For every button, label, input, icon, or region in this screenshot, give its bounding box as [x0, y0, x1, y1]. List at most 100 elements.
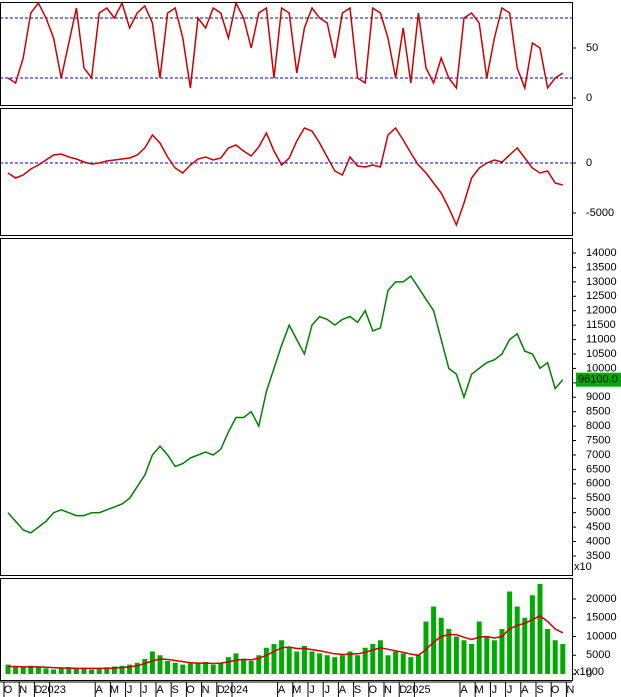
y-tick-label: 0: [586, 92, 592, 104]
y-tick-label: 5000: [586, 507, 610, 519]
y-tick-label: 0: [586, 157, 592, 169]
panel-frame: [0, 2, 573, 106]
volume-bar: [415, 655, 421, 674]
y-tick-label: 12500: [586, 290, 617, 302]
volume-bar: [431, 606, 437, 674]
volume-bar: [35, 666, 41, 674]
volume-bar: [225, 657, 231, 674]
volume-bar: [58, 668, 64, 674]
y-tick-label: 12000: [586, 305, 617, 317]
volume-bar: [476, 621, 482, 674]
y-tick-label: 6500: [586, 463, 610, 475]
volume-bar: [241, 659, 247, 674]
volume-bar: [446, 629, 452, 674]
volume-bar: [499, 629, 505, 674]
panel-frame: [0, 108, 573, 236]
series-line: [7, 126, 563, 228]
volume-bar: [362, 647, 368, 674]
volume-bar: [537, 584, 543, 674]
volume-bar: [180, 664, 186, 674]
x-tick-label: 2025: [406, 684, 430, 696]
volume-bar: [104, 667, 110, 674]
x-tick-label: S: [536, 684, 543, 696]
y-tick-label: -5000: [586, 207, 614, 219]
x-tick-label: D: [34, 684, 42, 696]
x-tick-label: D: [217, 684, 225, 696]
x-tick-label: A: [278, 684, 286, 696]
x-tick-label: 2023: [41, 684, 65, 696]
volume-bar: [385, 655, 391, 674]
y-tick-label: 11000: [586, 333, 616, 345]
x-tick-label: M: [475, 684, 484, 696]
volume-bar: [294, 651, 300, 674]
y-tick-label: 4500: [586, 521, 610, 533]
unit-label: x1000: [574, 666, 604, 678]
x-tick-label: J: [324, 684, 330, 696]
volume-bar: [66, 667, 72, 674]
x-tick-label: O: [4, 684, 13, 696]
last-price-label: 96100.0: [578, 374, 618, 386]
volume-bar: [286, 647, 292, 674]
y-tick-label: 10500: [586, 348, 617, 360]
volume-bar: [5, 664, 11, 674]
volume-bar: [256, 655, 262, 674]
x-tick-label: O: [369, 684, 378, 696]
volume-bar: [195, 662, 201, 674]
x-tick-label: A: [96, 684, 104, 696]
volume-bar: [545, 629, 551, 674]
series-line: [7, 275, 564, 534]
volume-bar: [507, 591, 513, 674]
x-tick-label: N: [566, 684, 574, 696]
y-tick-label: 4000: [586, 535, 610, 547]
volume-bar: [89, 669, 95, 674]
y-tick-label: 6000: [586, 478, 610, 490]
volume-bar: [301, 645, 307, 674]
volume-bar: [408, 657, 414, 674]
y-tick-label: 5000: [586, 649, 610, 661]
volume-bar: [279, 640, 285, 674]
volume-bar: [461, 640, 467, 674]
volume-bar: [165, 660, 171, 674]
y-tick-label: 5500: [586, 492, 610, 504]
y-tick-label: 13000: [586, 276, 617, 288]
x-tick-label: J: [127, 684, 133, 696]
volume-bar: [484, 636, 490, 674]
volume-bar: [347, 651, 353, 674]
volume-bar: [522, 617, 528, 674]
x-tick-label: O: [186, 684, 195, 696]
volume-bar: [271, 644, 277, 674]
volume-bar: [43, 668, 49, 674]
volume-bar: [149, 651, 155, 674]
x-tick-label: J: [507, 684, 513, 696]
volume-bar: [119, 665, 125, 674]
y-tick-label: 11500: [586, 319, 616, 331]
y-tick-label: 10000: [586, 362, 617, 374]
last-price-box: [576, 372, 621, 387]
volume-bar: [20, 667, 26, 674]
volume-bar: [529, 595, 535, 674]
volume-bar: [332, 657, 338, 674]
y-tick-label: 8000: [586, 420, 610, 432]
volume-bar: [248, 660, 254, 674]
volume-bar: [96, 668, 102, 674]
y-tick-label: 50: [586, 42, 598, 54]
series-line: [8, 615, 564, 670]
x-tick-label: 2024: [224, 684, 248, 696]
volume-bar: [324, 655, 330, 674]
y-tick-label: 15000: [586, 612, 617, 624]
volume-bar: [51, 669, 57, 674]
x-tick-label: O: [551, 684, 560, 696]
x-tick-label: J: [309, 684, 315, 696]
volume-bar: [73, 668, 79, 674]
y-tick-label: 10000: [586, 630, 617, 642]
x-tick-label: N: [384, 684, 392, 696]
volume-bar: [370, 644, 376, 674]
x-tick-label: S: [172, 684, 179, 696]
y-tick-label: 13500: [586, 261, 617, 273]
volume-bar: [560, 644, 566, 674]
volume-bar: [142, 659, 148, 674]
y-tick-label: 20000: [586, 593, 617, 605]
y-tick-label: 0: [586, 668, 592, 680]
volume-bar: [355, 655, 361, 674]
